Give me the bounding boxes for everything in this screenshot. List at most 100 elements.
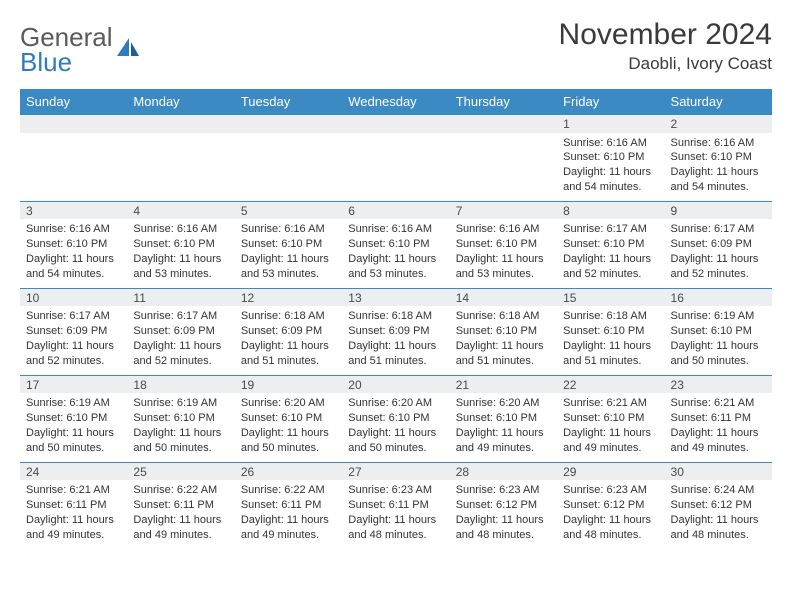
sunset-text: Sunset: 6:11 PM xyxy=(26,498,121,513)
day-cell: Sunrise: 6:23 AMSunset: 6:11 PMDaylight:… xyxy=(342,480,449,548)
day1-text: Daylight: 11 hours xyxy=(671,513,766,528)
sunrise-text: Sunrise: 6:17 AM xyxy=(26,309,121,324)
date-cell: 2 xyxy=(665,115,772,133)
sunset-text: Sunset: 6:09 PM xyxy=(241,324,336,339)
sunrise-text: Sunrise: 6:21 AM xyxy=(563,396,658,411)
sunset-text: Sunset: 6:10 PM xyxy=(671,324,766,339)
content-row: Sunrise: 6:17 AMSunset: 6:09 PMDaylight:… xyxy=(20,306,772,375)
day2-text: and 49 minutes. xyxy=(26,528,121,543)
sunset-text: Sunset: 6:11 PM xyxy=(348,498,443,513)
sunrise-text: Sunrise: 6:23 AM xyxy=(348,483,443,498)
date-cell: 3 xyxy=(20,201,127,219)
day2-text: and 49 minutes. xyxy=(241,528,336,543)
date-cell xyxy=(127,115,234,133)
day2-text: and 50 minutes. xyxy=(241,441,336,456)
sunrise-text: Sunrise: 6:18 AM xyxy=(241,309,336,324)
day-cell xyxy=(235,133,342,202)
date-row: 3456789 xyxy=(20,201,772,219)
sunrise-text: Sunrise: 6:16 AM xyxy=(133,222,228,237)
day2-text: and 48 minutes. xyxy=(456,528,551,543)
day-cell: Sunrise: 6:18 AMSunset: 6:10 PMDaylight:… xyxy=(557,306,664,375)
sunrise-text: Sunrise: 6:20 AM xyxy=(241,396,336,411)
sunset-text: Sunset: 6:09 PM xyxy=(26,324,121,339)
day1-text: Daylight: 11 hours xyxy=(456,426,551,441)
day1-text: Daylight: 11 hours xyxy=(26,252,121,267)
day1-text: Daylight: 11 hours xyxy=(348,339,443,354)
day2-text: and 49 minutes. xyxy=(133,528,228,543)
date-cell: 24 xyxy=(20,462,127,480)
sunrise-text: Sunrise: 6:16 AM xyxy=(348,222,443,237)
day-cell: Sunrise: 6:20 AMSunset: 6:10 PMDaylight:… xyxy=(450,393,557,462)
day1-text: Daylight: 11 hours xyxy=(348,426,443,441)
date-cell xyxy=(235,115,342,133)
day-header: Wednesday xyxy=(342,89,449,115)
sunrise-text: Sunrise: 6:20 AM xyxy=(348,396,443,411)
date-cell: 6 xyxy=(342,201,449,219)
date-cell: 27 xyxy=(342,462,449,480)
sunset-text: Sunset: 6:11 PM xyxy=(671,411,766,426)
day2-text: and 52 minutes. xyxy=(671,267,766,282)
day2-text: and 50 minutes. xyxy=(26,441,121,456)
date-cell: 16 xyxy=(665,288,772,306)
day-cell: Sunrise: 6:16 AMSunset: 6:10 PMDaylight:… xyxy=(20,219,127,288)
day-header-row: Sunday Monday Tuesday Wednesday Thursday… xyxy=(20,89,772,115)
date-row: 24252627282930 xyxy=(20,462,772,480)
day2-text: and 52 minutes. xyxy=(133,354,228,369)
day-cell: Sunrise: 6:17 AMSunset: 6:10 PMDaylight:… xyxy=(557,219,664,288)
sunset-text: Sunset: 6:10 PM xyxy=(456,411,551,426)
sunset-text: Sunset: 6:10 PM xyxy=(563,237,658,252)
sunset-text: Sunset: 6:10 PM xyxy=(348,237,443,252)
day1-text: Daylight: 11 hours xyxy=(241,252,336,267)
day-cell: Sunrise: 6:24 AMSunset: 6:12 PMDaylight:… xyxy=(665,480,772,548)
sunset-text: Sunset: 6:10 PM xyxy=(133,411,228,426)
date-cell: 28 xyxy=(450,462,557,480)
date-cell xyxy=(20,115,127,133)
day-header: Monday xyxy=(127,89,234,115)
sunrise-text: Sunrise: 6:23 AM xyxy=(456,483,551,498)
calendar-table: Sunday Monday Tuesday Wednesday Thursday… xyxy=(20,89,772,548)
day1-text: Daylight: 11 hours xyxy=(456,513,551,528)
day-cell: Sunrise: 6:17 AMSunset: 6:09 PMDaylight:… xyxy=(665,219,772,288)
day2-text: and 54 minutes. xyxy=(563,180,658,195)
day-header: Friday xyxy=(557,89,664,115)
day1-text: Daylight: 11 hours xyxy=(563,513,658,528)
title-block: November 2024 Daobli, Ivory Coast xyxy=(559,18,772,74)
sunset-text: Sunset: 6:10 PM xyxy=(241,237,336,252)
sunset-text: Sunset: 6:10 PM xyxy=(348,411,443,426)
day-cell: Sunrise: 6:16 AMSunset: 6:10 PMDaylight:… xyxy=(450,219,557,288)
day2-text: and 52 minutes. xyxy=(26,354,121,369)
day-header: Saturday xyxy=(665,89,772,115)
month-title: November 2024 xyxy=(559,18,772,52)
location-label: Daobli, Ivory Coast xyxy=(559,54,772,74)
sunrise-text: Sunrise: 6:21 AM xyxy=(26,483,121,498)
date-cell: 30 xyxy=(665,462,772,480)
day-cell xyxy=(342,133,449,202)
day-cell: Sunrise: 6:23 AMSunset: 6:12 PMDaylight:… xyxy=(557,480,664,548)
date-cell: 25 xyxy=(127,462,234,480)
sunrise-text: Sunrise: 6:24 AM xyxy=(671,483,766,498)
sunrise-text: Sunrise: 6:21 AM xyxy=(671,396,766,411)
sunset-text: Sunset: 6:10 PM xyxy=(456,237,551,252)
day1-text: Daylight: 11 hours xyxy=(26,426,121,441)
day1-text: Daylight: 11 hours xyxy=(133,252,228,267)
day2-text: and 53 minutes. xyxy=(348,267,443,282)
day-cell: Sunrise: 6:19 AMSunset: 6:10 PMDaylight:… xyxy=(20,393,127,462)
date-cell: 12 xyxy=(235,288,342,306)
sunrise-text: Sunrise: 6:18 AM xyxy=(456,309,551,324)
content-row: Sunrise: 6:16 AMSunset: 6:10 PMDaylight:… xyxy=(20,219,772,288)
date-cell: 18 xyxy=(127,375,234,393)
day2-text: and 54 minutes. xyxy=(26,267,121,282)
day1-text: Daylight: 11 hours xyxy=(133,339,228,354)
date-cell: 14 xyxy=(450,288,557,306)
day-cell xyxy=(127,133,234,202)
day-cell: Sunrise: 6:18 AMSunset: 6:10 PMDaylight:… xyxy=(450,306,557,375)
day1-text: Daylight: 11 hours xyxy=(241,426,336,441)
day2-text: and 51 minutes. xyxy=(241,354,336,369)
day1-text: Daylight: 11 hours xyxy=(26,513,121,528)
sunrise-text: Sunrise: 6:19 AM xyxy=(26,396,121,411)
date-row: 17181920212223 xyxy=(20,375,772,393)
day-cell: Sunrise: 6:17 AMSunset: 6:09 PMDaylight:… xyxy=(20,306,127,375)
sunrise-text: Sunrise: 6:17 AM xyxy=(671,222,766,237)
sunrise-text: Sunrise: 6:16 AM xyxy=(563,136,658,151)
day-cell: Sunrise: 6:16 AMSunset: 6:10 PMDaylight:… xyxy=(235,219,342,288)
